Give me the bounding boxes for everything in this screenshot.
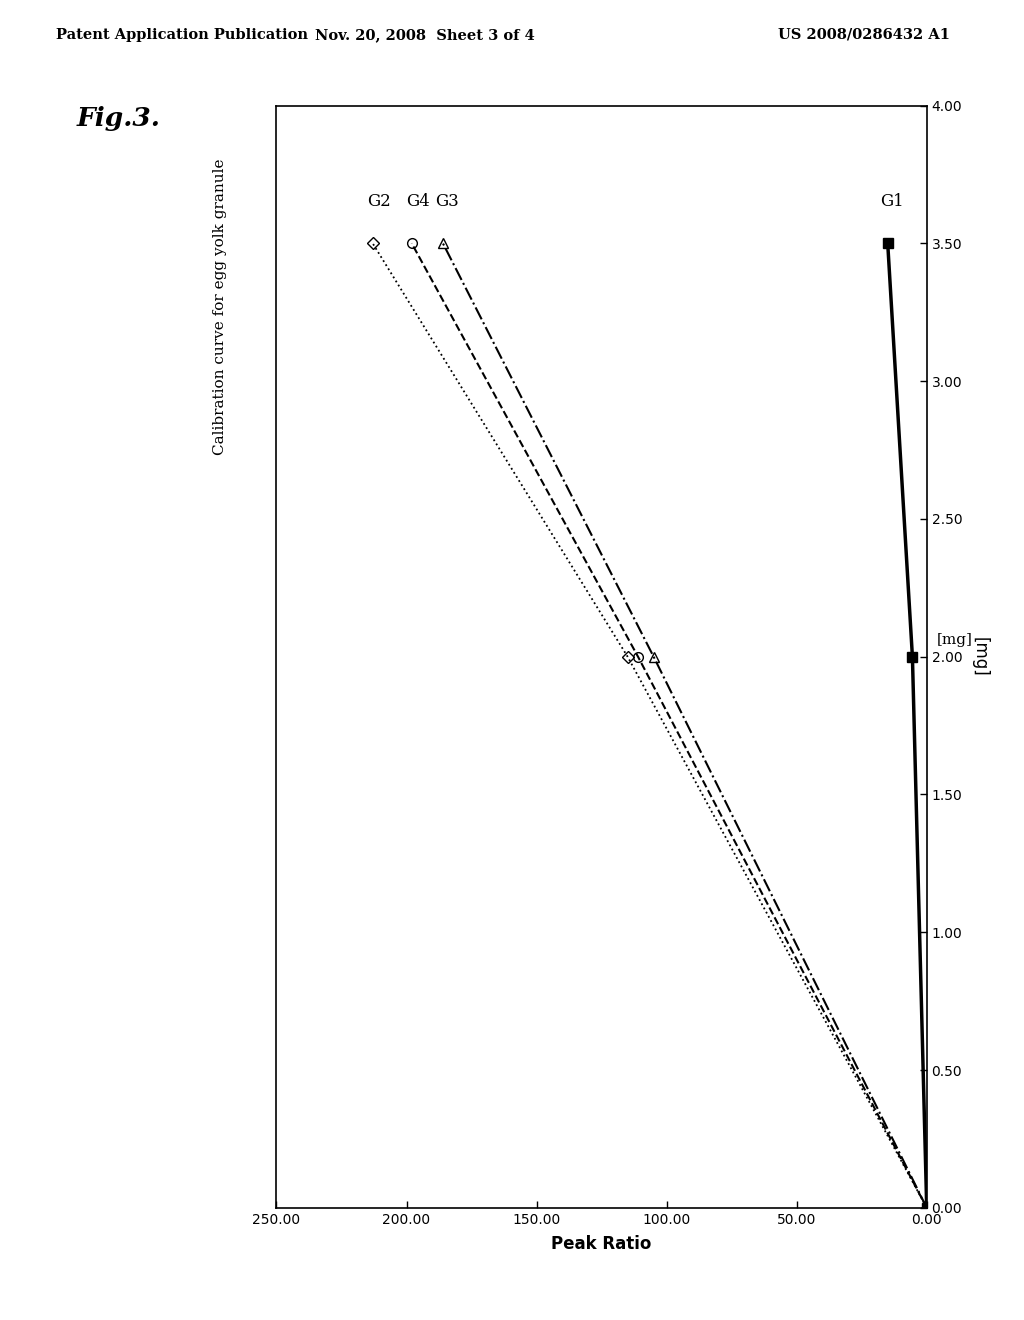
Text: US 2008/0286432 A1: US 2008/0286432 A1	[778, 28, 950, 42]
X-axis label: Peak Ratio: Peak Ratio	[551, 1236, 652, 1253]
Text: G1: G1	[880, 193, 903, 210]
Text: G2: G2	[368, 193, 391, 210]
Y-axis label: [mg]: [mg]	[971, 636, 988, 677]
Text: [mg]: [mg]	[937, 634, 973, 647]
Text: Fig.3.: Fig.3.	[77, 106, 161, 131]
Text: Patent Application Publication: Patent Application Publication	[56, 28, 308, 42]
Text: Calibration curve for egg yolk granule: Calibration curve for egg yolk granule	[213, 158, 227, 455]
Text: Nov. 20, 2008  Sheet 3 of 4: Nov. 20, 2008 Sheet 3 of 4	[315, 28, 535, 42]
Text: G4: G4	[407, 193, 430, 210]
Text: G3: G3	[435, 193, 459, 210]
